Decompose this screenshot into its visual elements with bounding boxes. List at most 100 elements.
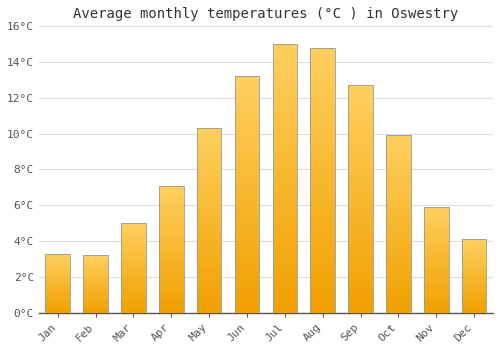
Bar	[348, 226, 373, 231]
Bar	[424, 247, 448, 249]
Bar	[310, 48, 335, 313]
Bar	[234, 284, 260, 289]
Bar	[84, 269, 108, 270]
Bar	[462, 290, 486, 292]
Bar	[84, 257, 108, 258]
Bar	[310, 133, 335, 138]
Bar	[121, 298, 146, 300]
Bar	[121, 254, 146, 256]
Bar	[159, 209, 184, 211]
Bar	[310, 138, 335, 143]
Bar	[348, 235, 373, 240]
Bar	[386, 171, 410, 174]
Bar	[197, 169, 222, 173]
Bar	[462, 256, 486, 257]
Bar	[348, 149, 373, 154]
Bar	[386, 299, 410, 302]
Bar	[46, 296, 70, 297]
Bar	[234, 161, 260, 166]
Bar	[197, 220, 222, 224]
Bar	[348, 240, 373, 244]
Bar	[84, 271, 108, 273]
Bar	[462, 279, 486, 280]
Bar	[348, 85, 373, 90]
Bar	[46, 275, 70, 276]
Bar	[46, 299, 70, 300]
Bar	[348, 154, 373, 158]
Bar	[159, 282, 184, 285]
Bar	[310, 164, 335, 170]
Bar	[234, 105, 260, 110]
Bar	[462, 311, 486, 313]
Bar	[386, 217, 410, 220]
Bar	[462, 280, 486, 282]
Bar	[310, 186, 335, 191]
Bar	[197, 195, 222, 198]
Bar	[84, 299, 108, 300]
Bar	[348, 113, 373, 117]
Bar	[310, 217, 335, 223]
Bar	[386, 135, 410, 313]
Bar	[348, 126, 373, 131]
Bar	[272, 205, 297, 211]
Bar	[272, 92, 297, 98]
Bar	[386, 178, 410, 182]
Bar	[46, 254, 70, 255]
Bar	[84, 294, 108, 295]
Bar	[424, 237, 448, 239]
Bar	[348, 244, 373, 249]
Bar	[272, 98, 297, 103]
Bar	[424, 310, 448, 313]
Bar	[462, 260, 486, 261]
Bar	[386, 206, 410, 210]
Bar	[386, 302, 410, 306]
Bar	[424, 268, 448, 271]
Bar	[234, 265, 260, 270]
Bar	[348, 181, 373, 186]
Bar	[386, 306, 410, 309]
Bar	[234, 147, 260, 152]
Bar	[197, 154, 222, 158]
Bar	[348, 267, 373, 272]
Bar	[386, 263, 410, 267]
Bar	[272, 119, 297, 125]
Bar	[197, 246, 222, 250]
Bar	[462, 300, 486, 301]
Bar	[348, 213, 373, 217]
Bar	[348, 108, 373, 113]
Bar	[424, 214, 448, 216]
Bar	[462, 241, 486, 242]
Bar	[121, 280, 146, 282]
Bar	[197, 276, 222, 279]
Bar	[159, 300, 184, 302]
Bar	[462, 251, 486, 252]
Bar	[424, 251, 448, 253]
Bar	[46, 255, 70, 256]
Bar	[310, 74, 335, 79]
Bar	[84, 261, 108, 262]
Bar	[348, 195, 373, 199]
Bar	[84, 266, 108, 267]
Bar	[310, 58, 335, 64]
Bar	[84, 256, 108, 313]
Bar	[234, 223, 260, 228]
Bar	[272, 173, 297, 178]
Bar	[386, 270, 410, 274]
Bar	[197, 202, 222, 206]
Bar	[197, 309, 222, 313]
Bar	[121, 295, 146, 296]
Bar	[462, 261, 486, 263]
Bar	[46, 263, 70, 264]
Bar	[84, 259, 108, 260]
Bar	[46, 267, 70, 268]
Bar	[197, 283, 222, 287]
Bar	[386, 210, 410, 214]
Bar	[462, 272, 486, 273]
Bar	[424, 300, 448, 302]
Bar	[121, 223, 146, 313]
Bar	[462, 263, 486, 264]
Bar	[197, 294, 222, 298]
Bar	[234, 195, 260, 199]
Bar	[272, 141, 297, 146]
Bar	[424, 285, 448, 287]
